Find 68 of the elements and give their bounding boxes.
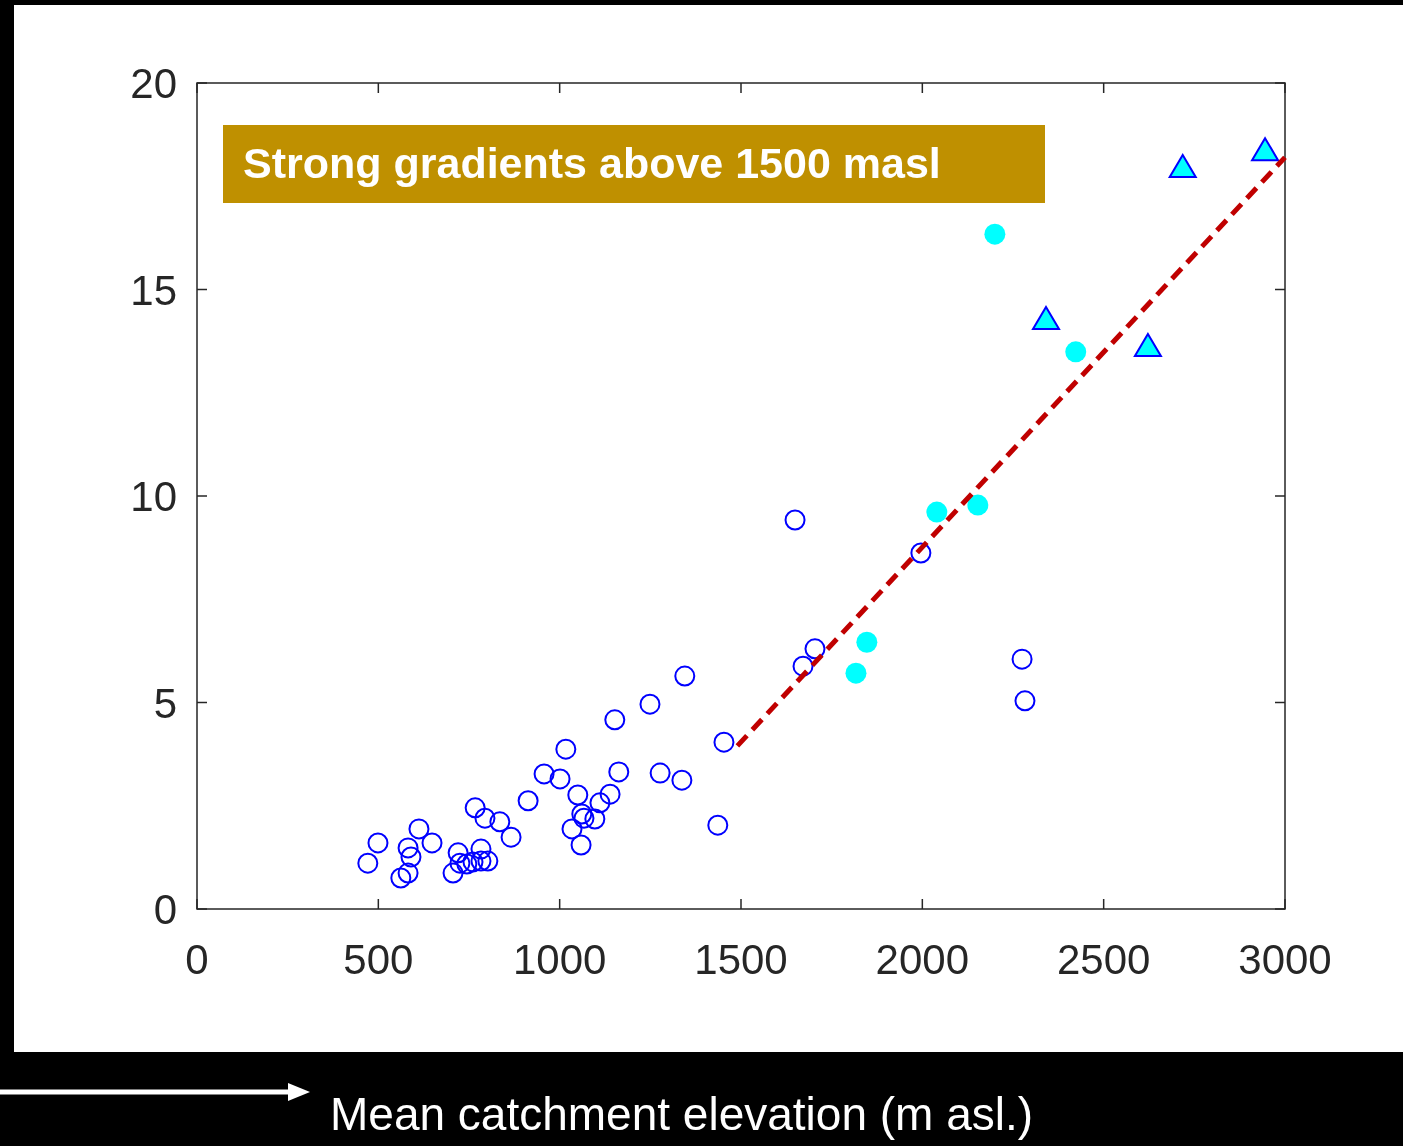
- y-tick-label: 20: [130, 60, 177, 107]
- point: [1014, 690, 1036, 712]
- point: [926, 501, 948, 523]
- point: [804, 638, 826, 660]
- point: [1032, 306, 1060, 331]
- point: [784, 509, 806, 531]
- point: [649, 762, 671, 784]
- point: [671, 769, 693, 791]
- point: [845, 662, 867, 684]
- point: [792, 655, 814, 677]
- point: [442, 862, 464, 884]
- point: [713, 731, 735, 753]
- point: [707, 814, 729, 836]
- point: [555, 738, 577, 760]
- point: [489, 811, 511, 833]
- point: [567, 784, 589, 806]
- point: [984, 223, 1006, 245]
- point: [910, 542, 932, 564]
- point: [967, 494, 989, 516]
- x-tick-label: 0: [185, 936, 209, 983]
- point: [447, 842, 469, 864]
- x-axis-title: Mean catchment elevation (m asl.): [330, 1088, 1034, 1140]
- point: [1251, 137, 1280, 162]
- x-tick-label: 1000: [512, 936, 607, 983]
- y-tick-label: 5: [153, 679, 177, 727]
- point: [1133, 332, 1162, 357]
- point: [400, 846, 422, 868]
- point: [390, 867, 412, 889]
- point: [477, 850, 499, 872]
- point: [470, 838, 492, 860]
- y-tick-label: 15: [130, 266, 177, 314]
- point: [1168, 154, 1197, 179]
- point: [1011, 648, 1033, 670]
- point: [584, 808, 606, 830]
- point: [421, 832, 443, 854]
- point: [456, 853, 478, 875]
- point: [462, 851, 484, 873]
- point: [589, 792, 611, 814]
- point: [570, 834, 592, 856]
- point: [561, 818, 583, 840]
- point: [599, 783, 621, 805]
- point: [1065, 341, 1087, 363]
- point: [367, 832, 389, 854]
- x-tick-label: 500: [343, 936, 414, 983]
- point: [357, 852, 379, 874]
- point: [604, 709, 626, 731]
- point: [397, 862, 419, 884]
- point: [517, 790, 539, 812]
- point: [449, 852, 471, 874]
- point: [464, 797, 486, 819]
- point: [408, 818, 430, 840]
- point: [639, 693, 661, 715]
- annotation: Strong gradients above 1500 masl: [243, 139, 941, 187]
- x-tick-label: 3000: [1238, 936, 1332, 983]
- point: [533, 763, 555, 785]
- point: [470, 850, 492, 872]
- point: [674, 665, 696, 687]
- point: [608, 761, 630, 783]
- point: [856, 631, 878, 653]
- x-tick-label: 2000: [875, 936, 970, 983]
- y-tick-label: 10: [130, 473, 177, 520]
- y-tick-label: 0: [153, 886, 177, 933]
- point: [474, 807, 496, 829]
- x-tick-label: 2500: [1056, 936, 1151, 983]
- point: [500, 826, 522, 848]
- point: [549, 768, 571, 790]
- x-tick-label: 1500: [694, 936, 788, 983]
- point: [397, 837, 419, 859]
